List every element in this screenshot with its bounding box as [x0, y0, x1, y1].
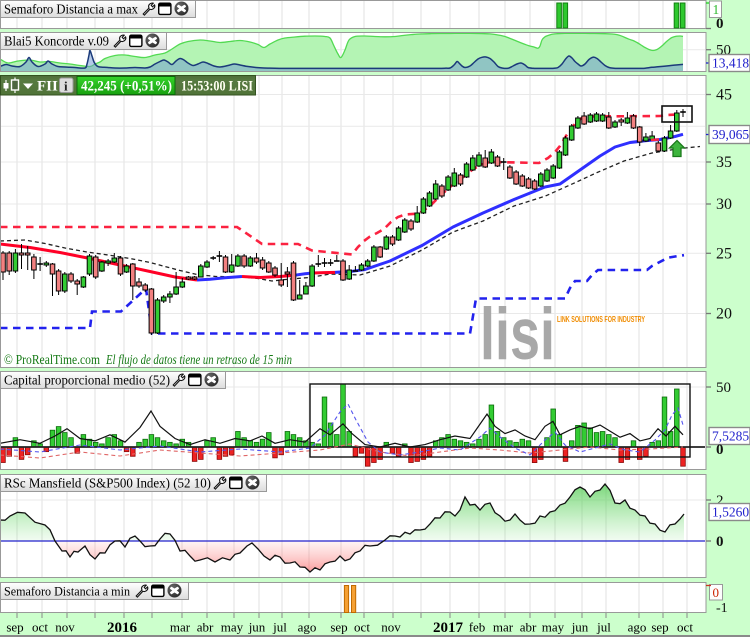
svg-text:oct: oct	[32, 620, 48, 635]
svg-text:50: 50	[716, 380, 731, 396]
svg-text:RSc Mansfield (S&P500 Index) (: RSc Mansfield (S&P500 Index) (52 10)	[4, 476, 211, 491]
svg-text:15:53:00 LISI: 15:53:00 LISI	[181, 79, 253, 95]
svg-text:20: 20	[716, 306, 732, 323]
svg-text:Blai5 Koncorde v.09: Blai5 Koncorde v.09	[4, 34, 109, 49]
svg-text:may: may	[221, 620, 244, 635]
svg-text:13,418: 13,418	[712, 56, 749, 71]
svg-text:0: 0	[716, 16, 724, 32]
svg-text:jun: jun	[248, 620, 266, 635]
svg-text:abr: abr	[197, 620, 214, 635]
svg-text:nov: nov	[381, 620, 401, 635]
svg-text:7,5285: 7,5285	[712, 429, 749, 444]
svg-text:-1: -1	[716, 601, 728, 616]
svg-text:39,065: 39,065	[712, 127, 749, 142]
svg-text:LINK SOLUTIONS FOR INDUSTRY: LINK SOLUTIONS FOR INDUSTRY	[557, 315, 645, 324]
svg-text:lisi: lisi	[480, 294, 555, 375]
svg-text:may: may	[542, 620, 565, 635]
svg-text:Capital proporcional medio (52: Capital proporcional medio (52)	[4, 373, 170, 388]
svg-text:45: 45	[716, 87, 732, 104]
svg-text:oct: oct	[354, 620, 370, 635]
svg-text:2017: 2017	[433, 620, 464, 636]
svg-text:i: i	[64, 79, 68, 94]
svg-text:Semaforo Distancia a max: Semaforo Distancia a max	[4, 2, 138, 17]
svg-text:2016: 2016	[107, 620, 138, 636]
svg-text:nov: nov	[55, 620, 75, 635]
svg-text:jun: jun	[571, 620, 589, 635]
svg-text:mar: mar	[170, 620, 191, 635]
svg-text:ago: ago	[298, 620, 317, 635]
svg-text:30: 30	[716, 196, 732, 213]
svg-text:FII: FII	[37, 79, 58, 95]
svg-text:sep: sep	[651, 620, 668, 635]
svg-text:© ProRealTime.com: © ProRealTime.com	[4, 353, 100, 368]
svg-text:sep: sep	[330, 620, 347, 635]
svg-text:El flujo de datos tiene un ret: El flujo de datos tiene un retraso de 15…	[105, 353, 292, 368]
svg-text:25: 25	[716, 245, 732, 262]
svg-text:feb: feb	[469, 620, 486, 635]
svg-text:abr: abr	[520, 620, 537, 635]
svg-text:ago: ago	[628, 620, 647, 635]
svg-text:42,245 (+0,51%): 42,245 (+0,51%)	[81, 79, 172, 95]
svg-text:sep: sep	[6, 620, 23, 635]
svg-text:jul: jul	[596, 620, 611, 635]
svg-text:mar: mar	[493, 620, 514, 635]
svg-text:oct: oct	[677, 620, 693, 635]
svg-text:1,5260: 1,5260	[712, 505, 749, 520]
svg-text:0: 0	[716, 534, 724, 550]
svg-text:jul: jul	[272, 620, 287, 635]
svg-text:Semaforo Distancia a min: Semaforo Distancia a min	[4, 585, 131, 599]
svg-text:1: 1	[713, 2, 720, 17]
svg-text:35: 35	[716, 154, 732, 171]
svg-text:0: 0	[716, 442, 724, 458]
svg-text:0: 0	[713, 585, 720, 600]
svg-text:2: 2	[716, 493, 724, 509]
